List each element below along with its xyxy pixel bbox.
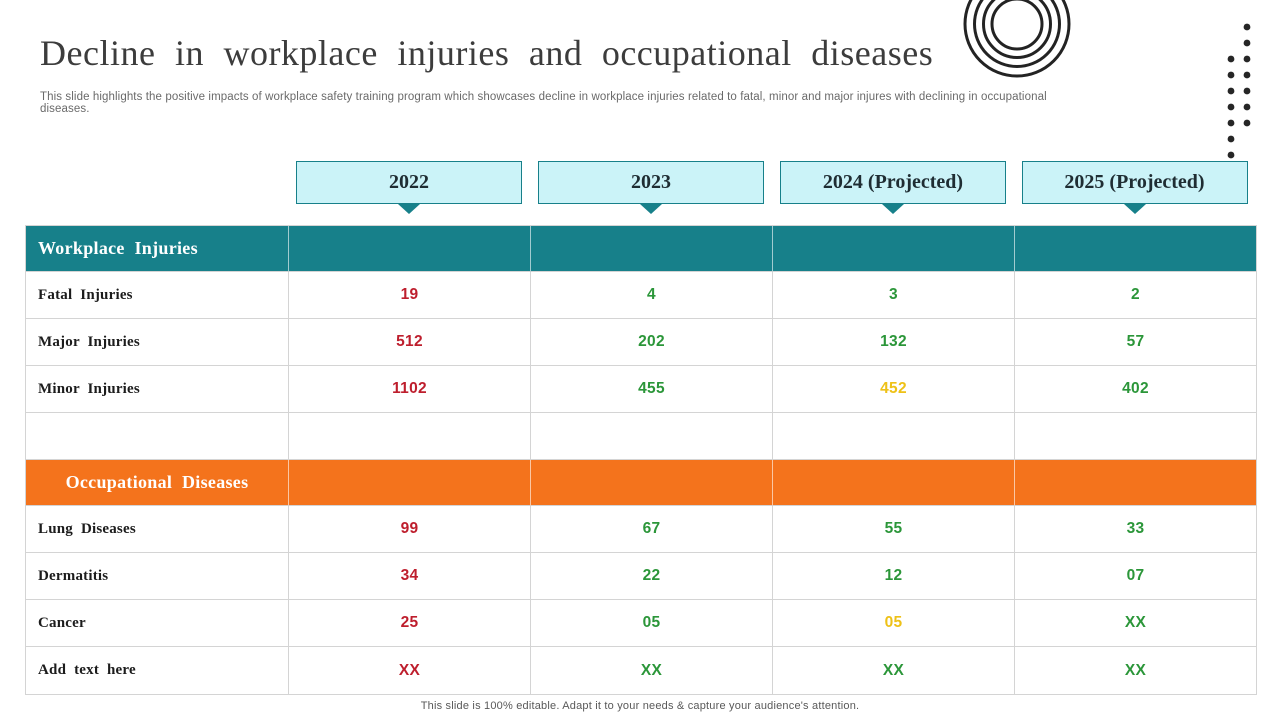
section-header-cell [773,226,1015,272]
table-cell: XX [773,647,1015,694]
empty-spacer-row [26,413,1256,460]
table-cell: 4 [531,272,773,319]
page-subtitle: This slide highlights the positive impac… [40,91,1047,115]
table-row-minor-injuries: Minor Injuries 1102 455 452 402 [26,366,1256,413]
injuries-diseases-table: Workplace Injuries Fatal Injuries 19 4 3… [25,225,1257,695]
section-header-label: Workplace Injuries [26,226,289,272]
table-row-lung-diseases: Lung Diseases 99 67 55 33 [26,506,1256,553]
table-cell: 1102 [289,366,531,413]
year-box: 2024 (Projected) [780,161,1006,204]
table-cell: 19 [289,272,531,319]
table-cell: XX [1015,600,1256,647]
section-header-cell [531,460,773,506]
table-row-major-injuries: Major Injuries 512 202 132 57 [26,319,1256,366]
table-cell-empty [531,413,773,460]
table-row-add-text-here: Add text here XX XX XX XX [26,647,1256,694]
table-cell: 07 [1015,553,1256,600]
table-cell-empty [26,413,289,460]
year-header-2023: 2023 [530,161,772,214]
row-label: Dermatitis [26,553,289,600]
table-cell: 132 [773,319,1015,366]
section-header-label: Occupational Diseases [26,460,289,506]
arrow-down-icon [1123,204,1146,214]
year-header-row: 2022 2023 2024 (Projected) 2025 (Project… [25,161,1255,214]
table-cell: 402 [1015,366,1256,413]
table-cell-empty [289,413,531,460]
table-cell: 22 [531,553,773,600]
table-cell: 2 [1015,272,1256,319]
arrow-down-icon [882,204,904,214]
row-label: Add text here [26,647,289,694]
table-row-cancer: Cancer 25 05 05 XX [26,600,1256,647]
table-cell: 455 [531,366,773,413]
arrow-down-icon [640,204,662,214]
table-cell: XX [1015,647,1256,694]
row-label: Cancer [26,600,289,647]
year-header-2024: 2024 (Projected) [772,161,1014,214]
table-cell: 452 [773,366,1015,413]
table-cell: 05 [531,600,773,647]
section-header-cell [289,226,531,272]
table-cell: 512 [289,319,531,366]
footer-note: This slide is 100% editable. Adapt it to… [420,700,860,712]
page-title: Decline in workplace injuries and occupa… [40,33,934,73]
table-cell: 12 [773,553,1015,600]
section-header-cell [289,460,531,506]
table-cell: 67 [531,506,773,553]
year-box: 2023 [538,161,764,204]
table-cell: 202 [531,319,773,366]
table-cell: 05 [773,600,1015,647]
table-cell: XX [289,647,531,694]
section-header-workplace-injuries: Workplace Injuries [26,226,1256,272]
table-row-dermatitis: Dermatitis 34 22 12 07 [26,553,1256,600]
row-label: Fatal Injuries [26,272,289,319]
dots-pattern-icon [1227,23,1251,159]
concentric-circles-icon [963,0,1071,78]
section-header-occupational-diseases: Occupational Diseases [26,460,1256,506]
table-cell: 3 [773,272,1015,319]
table-cell: 99 [289,506,531,553]
year-header-2022: 2022 [288,161,530,214]
year-box: 2022 [296,161,522,204]
section-header-cell [1015,226,1256,272]
table-cell: 34 [289,553,531,600]
table-row-fatal-injuries: Fatal Injuries 19 4 3 2 [26,272,1256,319]
row-label: Major Injuries [26,319,289,366]
table-cell: XX [531,647,773,694]
row-label: Lung Diseases [26,506,289,553]
table-cell: 25 [289,600,531,647]
table-cell: 55 [773,506,1015,553]
section-header-cell [773,460,1015,506]
table-cell: 33 [1015,506,1256,553]
section-header-cell [1015,460,1256,506]
table-cell: 57 [1015,319,1256,366]
year-header-spacer [25,161,288,214]
table-cell-empty [1015,413,1256,460]
section-header-cell [531,226,773,272]
year-header-2025: 2025 (Projected) [1014,161,1255,214]
table-cell-empty [773,413,1015,460]
year-box: 2025 (Projected) [1021,161,1248,204]
row-label: Minor Injuries [26,366,289,413]
arrow-down-icon [398,204,420,214]
